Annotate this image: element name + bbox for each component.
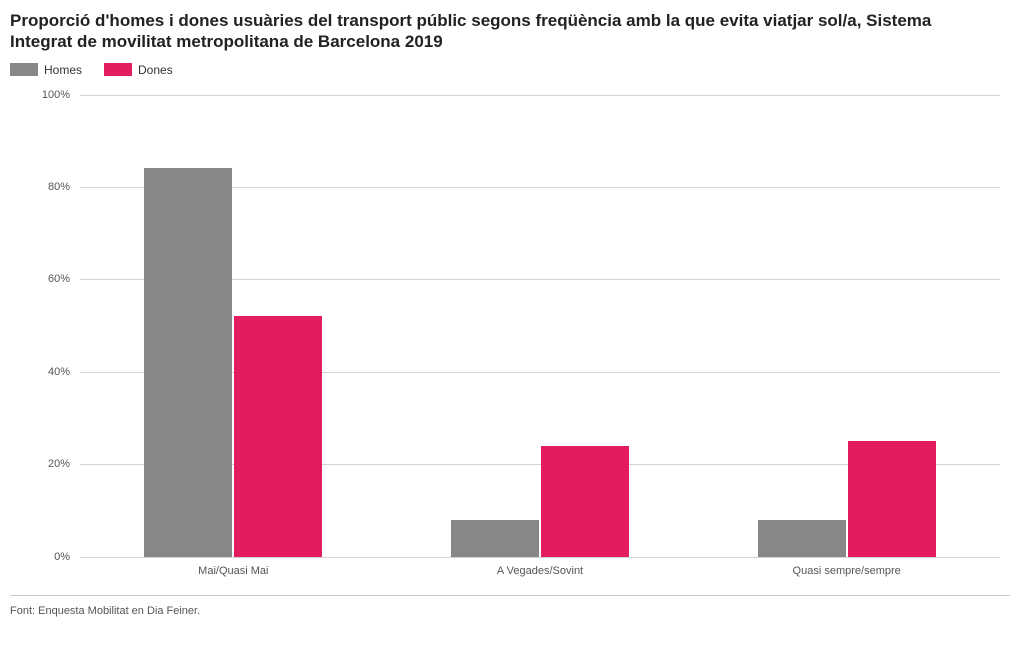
legend-swatch-dones (104, 63, 132, 76)
chart-title: Proporció d'homes i dones usuàries del t… (10, 10, 1010, 53)
bar (234, 316, 322, 556)
gridline (80, 557, 1000, 558)
y-tick-label: 100% (10, 89, 70, 101)
legend-label-homes: Homes (44, 63, 82, 77)
y-tick-label: 60% (10, 273, 70, 285)
legend-item-homes: Homes (10, 63, 82, 77)
bar (758, 520, 846, 557)
legend-item-dones: Dones (104, 63, 173, 77)
bar-group (693, 95, 1000, 557)
bar-group (80, 95, 387, 557)
x-tick-label: A Vegades/Sovint (497, 565, 583, 577)
y-tick-label: 80% (10, 181, 70, 193)
footer-divider (10, 595, 1010, 596)
bars-area (80, 95, 1000, 557)
bar (541, 446, 629, 557)
bar-group (387, 95, 694, 557)
x-tick-label: Quasi sempre/sempre (793, 565, 901, 577)
bar (451, 520, 539, 557)
bar (848, 441, 936, 557)
y-tick-label: 20% (10, 458, 70, 470)
legend-swatch-homes (10, 63, 38, 76)
bar (144, 168, 232, 556)
x-tick-label: Mai/Quasi Mai (198, 565, 268, 577)
plot-area: 0%20%40%60%80%100%Mai/Quasi MaiA Vegades… (10, 95, 1010, 557)
chart-container: Proporció d'homes i dones usuàries del t… (0, 0, 1020, 650)
legend: Homes Dones (10, 63, 1010, 77)
source-text: Font: Enquesta Mobilitat en Dia Feiner. (10, 605, 200, 617)
legend-label-dones: Dones (138, 63, 173, 77)
y-tick-label: 40% (10, 366, 70, 378)
y-tick-label: 0% (10, 551, 70, 563)
